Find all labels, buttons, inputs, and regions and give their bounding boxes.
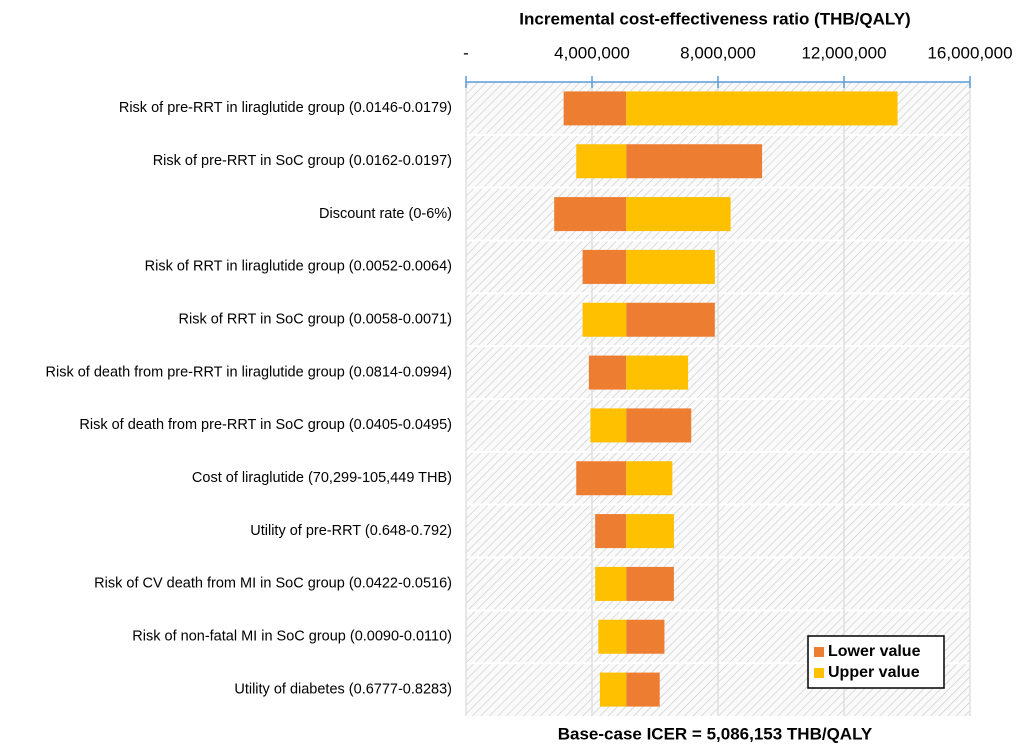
y-tick-label: Utility of pre-RRT (0.648-0.792) (250, 523, 452, 539)
y-tick-label: Risk of death from pre-RRT in SoC group … (79, 417, 452, 433)
y-tick-label: Risk of pre-RRT in liraglutide group (0.… (119, 100, 452, 116)
bar (626, 355, 689, 390)
bar (626, 566, 674, 601)
bar (626, 672, 660, 707)
legend-box (807, 635, 945, 689)
legend: Lower value Upper value (807, 635, 945, 689)
x-tick-label: 4,000,000 (554, 43, 630, 62)
y-tick-label: Risk of death from pre-RRT in liraglutid… (46, 364, 452, 380)
bar (626, 461, 673, 496)
bar (582, 249, 627, 284)
bar (626, 249, 715, 284)
bar (576, 461, 627, 496)
legend-swatch (814, 647, 824, 657)
x-tick-label: 8,000,000 (680, 43, 756, 62)
bar (626, 619, 665, 654)
y-tick-label: Discount rate (0-6%) (319, 206, 452, 222)
bar (626, 408, 692, 443)
legend-label: Lower value (828, 643, 921, 660)
bar (590, 408, 627, 443)
bar (598, 619, 627, 654)
y-tick-label: Risk of pre-RRT in SoC group (0.0162-0.0… (153, 153, 452, 169)
bar (595, 566, 627, 601)
y-tick-label: Utility of diabetes (0.6777-0.8283) (234, 681, 452, 697)
bar (599, 672, 627, 707)
y-tick-label: Risk of CV death from MI in SoC group (0… (94, 576, 452, 592)
bar (588, 355, 627, 390)
legend-label: Upper value (828, 664, 920, 681)
legend-swatch (814, 668, 824, 678)
y-tick-label: Risk of non-fatal MI in SoC group (0.009… (132, 629, 452, 645)
y-tick-label: Risk of RRT in SoC group (0.0058-0.0071) (179, 312, 453, 328)
bar (626, 514, 674, 549)
bar (576, 144, 627, 179)
bar (554, 197, 627, 232)
bar (563, 91, 627, 126)
bar (626, 302, 715, 337)
y-tick-label: Cost of liraglutide (70,299-105,449 THB) (192, 470, 452, 486)
bar (595, 514, 627, 549)
bar (582, 302, 627, 337)
bar (626, 91, 898, 126)
bar (626, 144, 763, 179)
x-tick-label: 16,000,000 (927, 43, 1012, 62)
x-tick-label: - (463, 43, 469, 62)
chart-title: Incremental cost-effectiveness ratio (TH… (519, 9, 910, 28)
base-case-label: Base-case ICER = 5,086,153 THB/QALY (558, 724, 873, 743)
y-tick-label: Risk of RRT in liraglutide group (0.0052… (145, 259, 452, 275)
x-tick-label: 12,000,000 (801, 43, 886, 62)
bar (626, 197, 731, 232)
